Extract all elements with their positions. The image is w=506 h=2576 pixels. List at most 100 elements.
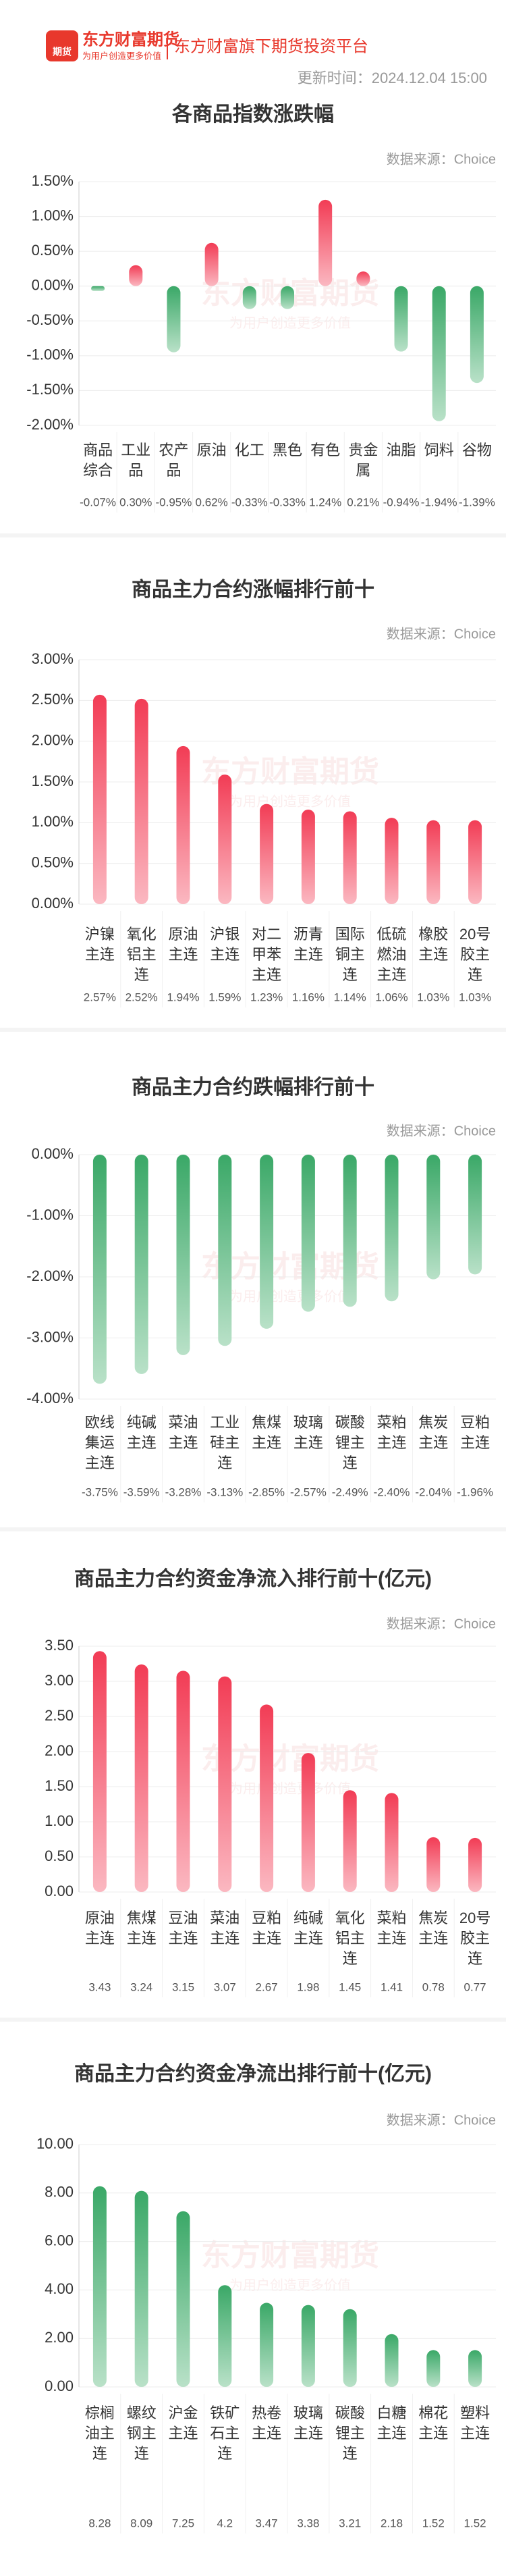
x-tick-label: 白糖主连 [376, 2404, 406, 2442]
x-tick-label: 玻璃主连 [293, 1414, 323, 1451]
x-tick-label: 焦炭主连 [418, 1414, 448, 1451]
value-label: -3.28% [165, 1486, 202, 1498]
data-source: 数据来源：Choice [387, 151, 496, 167]
value-label: -3.13% [206, 1486, 243, 1498]
bar [242, 286, 256, 309]
bar [468, 1155, 482, 1275]
bar [385, 1793, 399, 1892]
value-label: 2.67 [256, 1980, 278, 1993]
x-tick-label: 铁矿石主连 [210, 2404, 240, 2462]
y-tick-label: 1.00 [45, 1812, 74, 1829]
x-tick-label: 原油主连 [168, 926, 198, 963]
bar [356, 271, 370, 286]
y-tick-label: 10.00 [36, 2135, 74, 2152]
x-tick-label: 有色 [310, 442, 340, 458]
watermark-slogan: 为用户创造更多价值 [229, 1781, 351, 1796]
y-tick-label: 0.00% [32, 277, 74, 294]
value-label: 2.57% [84, 991, 116, 1003]
x-tick-label: 热卷主连 [252, 2404, 281, 2442]
x-tick-label: 低硫燃油主连 [376, 926, 406, 983]
x-tick-label: 焦炭主连 [418, 1910, 448, 1947]
data-source: 数据来源：Choice [387, 626, 496, 641]
value-label: 7.25 [172, 2517, 194, 2529]
y-tick-label: 0.00% [32, 1145, 74, 1162]
y-tick-label: 1.00% [32, 207, 74, 224]
value-label: -2.57% [290, 1486, 327, 1498]
y-tick-label: -1.50% [26, 381, 74, 398]
x-tick-label: 氧化铝主连 [335, 1910, 365, 1967]
y-tick-label: -1.00% [26, 346, 74, 363]
value-label: 3.47 [256, 2517, 278, 2529]
bar [432, 286, 446, 421]
x-tick-label: 工业硅主连 [210, 1414, 240, 1471]
bar [301, 1155, 315, 1312]
y-tick-label: 2.00% [32, 731, 74, 748]
y-tick-label: 8.00 [45, 2184, 74, 2201]
x-tick-label: 玻璃主连 [293, 2404, 323, 2442]
bar [426, 1837, 441, 1892]
bar [260, 2303, 274, 2387]
bar [468, 820, 482, 904]
platform: 东方财富旗下期货投资平台 [174, 37, 368, 55]
value-label: 1.06% [375, 991, 407, 1003]
value-label: 8.28 [88, 2517, 111, 2529]
y-tick-label: -4.00% [26, 1390, 74, 1407]
bar [218, 774, 232, 904]
value-label: 1.52 [422, 2517, 445, 2529]
bar [176, 1155, 190, 1355]
x-tick-label: 菜油主连 [168, 1414, 198, 1451]
chart-title: 商品主力合约涨幅排行前十 [132, 578, 374, 601]
section-divider [0, 2018, 506, 2022]
x-tick-label: 饲料 [424, 442, 454, 458]
value-label: 3.24 [130, 1980, 152, 1993]
y-tick-label: 2.00 [45, 2329, 74, 2346]
x-tick-label: 沪镍主连 [85, 926, 115, 963]
value-label: 1.14% [334, 991, 366, 1003]
logo-name: 东方财富期货 [82, 30, 179, 49]
logo-icon [46, 30, 78, 61]
x-tick-label: 焦煤主连 [127, 1910, 157, 1947]
value-label: -0.94% [383, 496, 420, 508]
y-tick-label: 0.00 [45, 1883, 74, 1899]
bar [204, 242, 219, 286]
x-tick-label: 豆油主连 [168, 1910, 198, 1947]
y-tick-label: 3.00% [32, 650, 74, 667]
value-label: -0.33% [231, 496, 268, 508]
value-label: -2.85% [248, 1486, 285, 1498]
x-tick-label: 原油 [197, 442, 227, 458]
watermark-slogan: 为用户创造更多价值 [229, 793, 351, 809]
bar [176, 745, 190, 904]
value-label: -0.07% [80, 496, 116, 508]
value-label: 4.2 [217, 2517, 233, 2529]
bar [343, 1790, 357, 1892]
y-tick-label: 0.00 [45, 2377, 74, 2394]
bar [343, 1155, 357, 1307]
bar [468, 2350, 482, 2387]
value-label: -2.40% [374, 1486, 410, 1498]
value-label: -3.59% [123, 1486, 160, 1498]
value-label: 3.43 [88, 1980, 111, 1993]
x-tick-label: 沥青主连 [293, 926, 323, 963]
bar [91, 286, 105, 291]
bar [426, 820, 441, 904]
value-label: -0.95% [156, 496, 192, 508]
bar [134, 1155, 148, 1374]
bar [301, 2305, 315, 2387]
data-source: 数据来源：Choice [387, 1616, 496, 1631]
bar [167, 286, 181, 352]
y-tick-label: 2.00 [45, 1742, 74, 1759]
x-tick-label: 豆粕主连 [252, 1910, 281, 1947]
bar [134, 1664, 148, 1892]
bar [92, 1155, 107, 1384]
data-source: 数据来源：Choice [387, 1123, 496, 1138]
bar [468, 1837, 482, 1892]
bar [394, 286, 408, 352]
x-tick-label: 20号胶主连 [459, 926, 490, 983]
bar [385, 818, 399, 904]
x-tick-label: 化工 [235, 442, 264, 458]
y-tick-label: 1.50% [32, 772, 74, 789]
watermark-slogan: 为用户创造更多价值 [229, 2278, 351, 2293]
bar [92, 694, 107, 904]
x-tick-label: 菜油主连 [210, 1910, 240, 1947]
